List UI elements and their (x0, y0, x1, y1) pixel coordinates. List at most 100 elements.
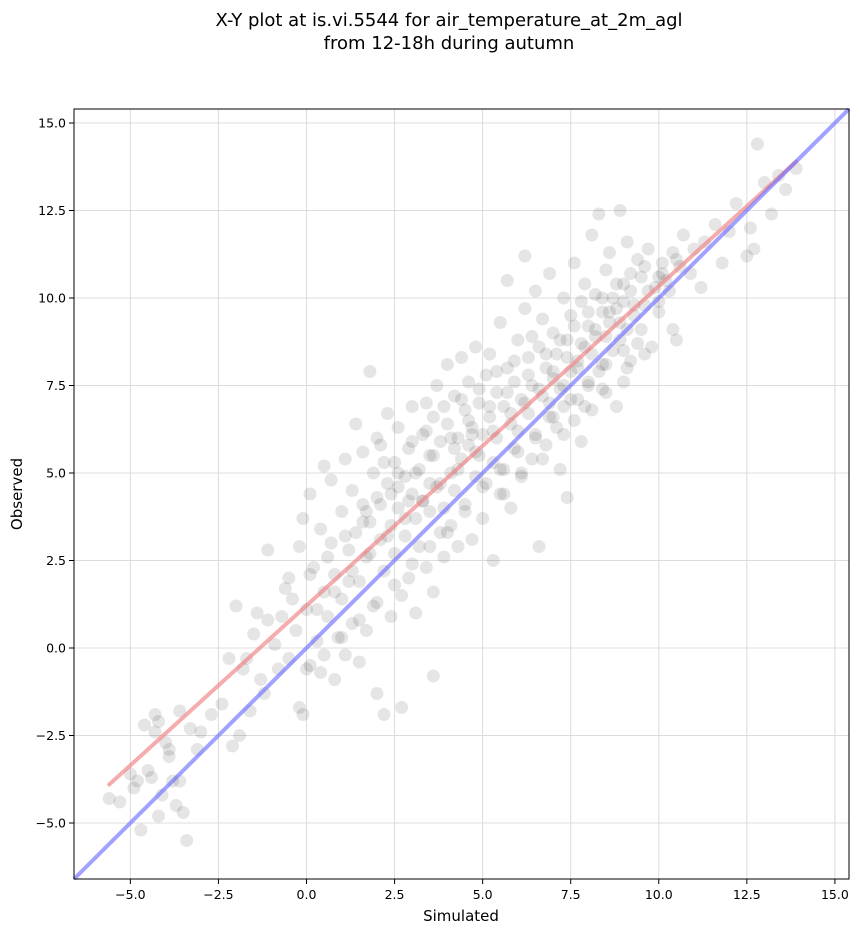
data-point (521, 351, 535, 364)
plot-frame (73, 108, 850, 880)
data-point (152, 715, 166, 728)
data-point (514, 466, 528, 480)
data-point (328, 673, 342, 686)
data-point (578, 277, 592, 291)
data-point (384, 610, 398, 623)
data-point (560, 491, 574, 504)
data-point (578, 400, 592, 413)
x-tick-label: 2.5 (385, 887, 405, 902)
data-point (416, 428, 430, 441)
data-point (447, 484, 461, 497)
data-point (620, 361, 634, 375)
x-axis-label: Simulated (423, 907, 499, 925)
data-point (518, 302, 532, 315)
data-point (356, 498, 370, 511)
data-point (483, 410, 497, 424)
data-point (525, 452, 539, 466)
data-point (715, 256, 729, 270)
data-point (493, 487, 507, 501)
data-point (567, 319, 581, 333)
data-point (550, 347, 564, 361)
data-point (402, 571, 416, 585)
data-point (546, 372, 560, 385)
data-point (398, 529, 412, 543)
data-point (557, 291, 571, 305)
data-point (176, 806, 190, 819)
data-point (743, 221, 757, 235)
data-point (507, 354, 521, 368)
data-point (409, 606, 423, 620)
data-point (588, 288, 602, 301)
data-point (395, 589, 409, 602)
data-point (328, 585, 342, 599)
data-point (652, 295, 666, 308)
data-point (574, 337, 588, 350)
data-point (631, 337, 645, 350)
data-point (595, 358, 609, 371)
data-point (426, 585, 440, 599)
data-point (437, 400, 451, 413)
x-tick-label: −2.5 (203, 887, 233, 902)
data-point (402, 442, 416, 455)
data-point (447, 442, 461, 455)
data-point (514, 393, 528, 406)
data-point (627, 298, 641, 312)
data-point (765, 207, 778, 221)
data-point (458, 505, 472, 518)
data-point (610, 277, 623, 291)
data-point (666, 323, 680, 336)
data-point (507, 375, 521, 389)
data-point (388, 578, 402, 592)
data-point (180, 834, 194, 847)
data-point (130, 774, 144, 788)
data-point (536, 452, 550, 466)
data-point (655, 267, 669, 280)
data-point (479, 477, 493, 490)
x-tick-label: 10.0 (645, 887, 673, 902)
data-point (511, 333, 525, 347)
data-point (490, 365, 504, 378)
data-point (409, 466, 423, 480)
data-point (440, 526, 454, 539)
data-point (483, 400, 497, 413)
data-point (338, 648, 352, 662)
data-point (342, 575, 356, 588)
grid (74, 109, 849, 879)
data-point (455, 351, 468, 364)
data-point (581, 319, 595, 333)
axis-ticks: −5.0 −2.5 0.0 2.5 5.0 7.5 10.0 12.5 15.0 −5.0 −2.5… (36, 116, 849, 903)
data-point (148, 725, 162, 739)
data-point (595, 291, 609, 305)
y-axis-label: Observed (8, 458, 26, 530)
identity-line (72, 107, 851, 881)
data-point (377, 456, 391, 469)
data-point (247, 627, 261, 641)
x-tick-label: −5.0 (115, 887, 145, 902)
data-point (557, 400, 571, 413)
data-point (567, 256, 581, 270)
data-point (476, 512, 490, 525)
data-point (543, 267, 557, 280)
data-point (617, 375, 631, 389)
data-point (574, 295, 588, 308)
data-point (444, 431, 458, 445)
data-point (370, 491, 384, 504)
data-point (310, 603, 324, 616)
data-point (631, 253, 645, 266)
data-point (345, 617, 359, 630)
data-point (282, 571, 296, 585)
data-point (366, 599, 380, 613)
data-point (127, 781, 141, 795)
data-point (504, 501, 518, 515)
data-point (469, 470, 483, 483)
data-point (194, 725, 208, 739)
data-point (377, 708, 391, 721)
data-point (285, 592, 299, 606)
data-point (152, 809, 166, 823)
data-point (314, 666, 328, 679)
data-point (359, 624, 373, 637)
data-point (486, 554, 500, 567)
data-point (363, 515, 377, 529)
data-point (497, 400, 511, 413)
